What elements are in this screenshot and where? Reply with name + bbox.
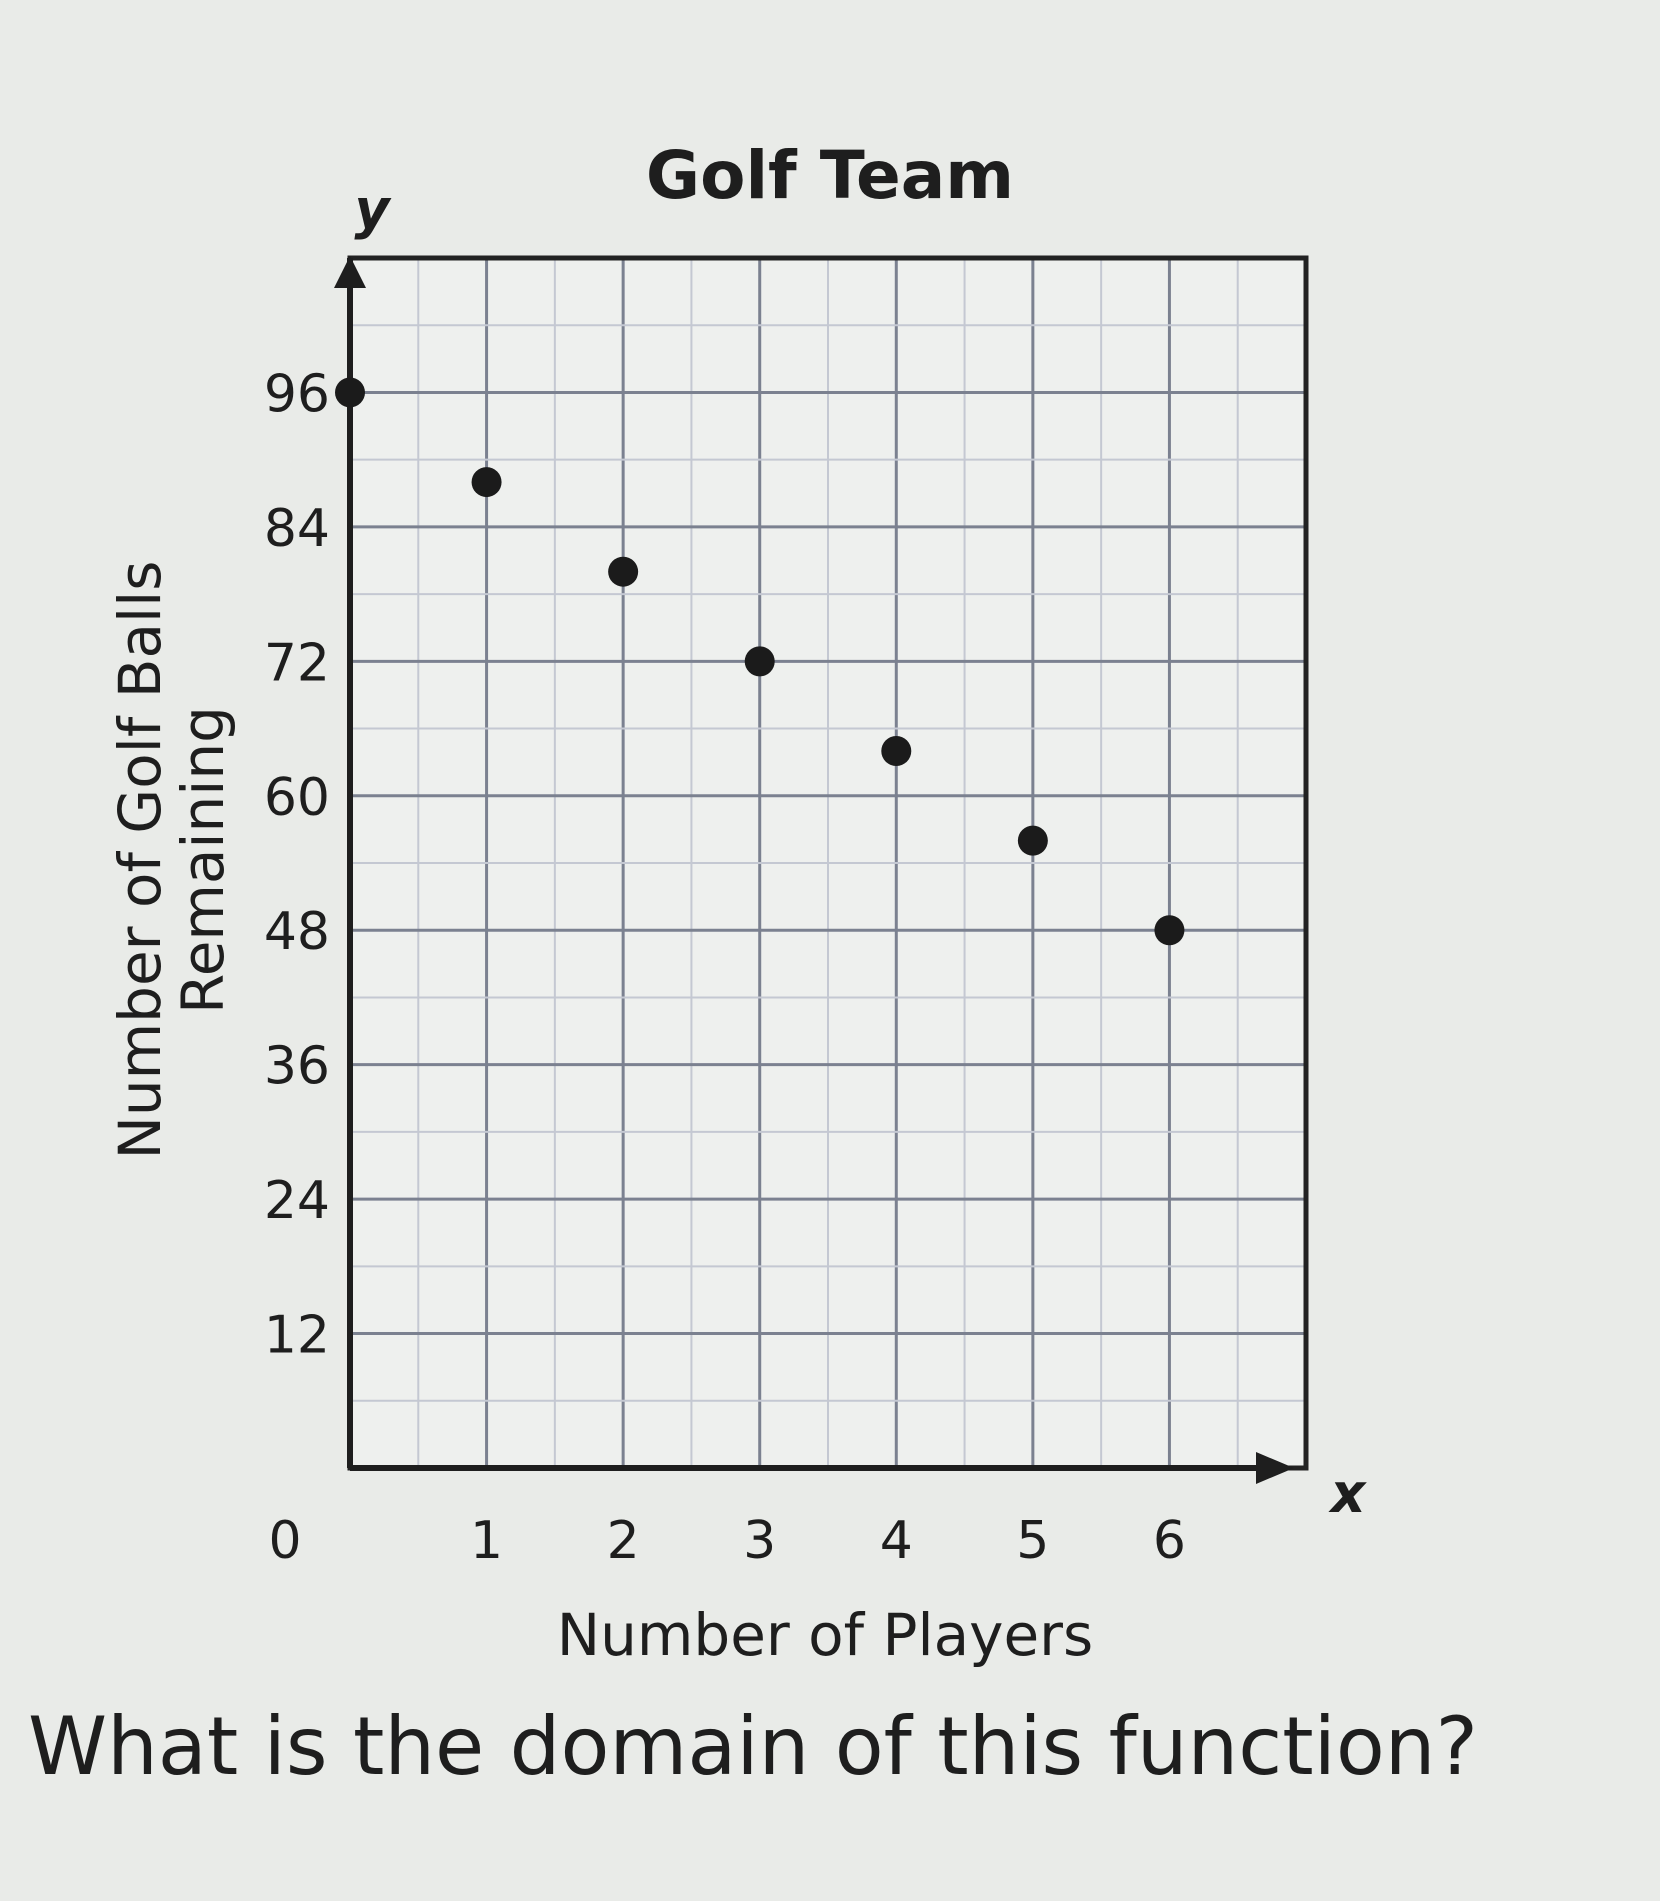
x-tick-label: 4 [880,1511,913,1571]
data-point [1154,915,1185,946]
y-tick-label: 96 [264,364,330,424]
data-point [471,467,502,498]
y-axis-arrow-icon [334,256,366,288]
x-tick-label: 6 [1153,1511,1186,1571]
y-tick-label: 12 [264,1306,330,1366]
y-tick-label: 48 [264,902,330,962]
question-text: What is the domain of this function? [28,1700,1478,1793]
y-tick-label: 36 [264,1037,330,1097]
x-axis-label: Number of Players [557,1601,1093,1669]
x-tick-label: 2 [607,1511,640,1571]
data-point [744,646,775,677]
data-point [335,377,365,408]
x-axis-arrow-icon [1256,1452,1294,1484]
data-point [1017,825,1048,856]
chart-title: Golf Team [646,137,1014,214]
x-tick-label: 1 [470,1511,503,1571]
x-axis-variable: x [1328,1462,1368,1525]
y-tick-label: 72 [264,633,330,693]
x-tick-label: 5 [1016,1511,1049,1571]
y-tick-label: 24 [264,1171,330,1231]
data-points [335,377,1185,946]
grid [350,258,1306,1468]
y-tick-label: 84 [264,499,330,559]
y-axis-label-line-2: Remaining [169,706,237,1014]
data-point [608,556,639,587]
data-point [881,735,912,766]
x-tick-label: 0 [268,1511,301,1571]
axes [334,256,1294,1484]
y-axis-label-line-1: Number of Golf Balls [106,561,174,1160]
y-tick-label: 60 [264,768,330,828]
y-axis-variable: y [354,178,392,241]
x-tick-label: 3 [743,1511,776,1571]
